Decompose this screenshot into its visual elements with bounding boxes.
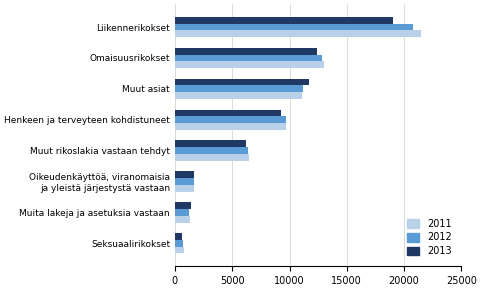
Bar — [175, 48, 316, 55]
Bar — [175, 92, 301, 99]
Bar — [175, 147, 248, 154]
Bar — [175, 202, 191, 209]
Bar — [175, 240, 183, 247]
Bar — [175, 171, 194, 178]
Bar — [175, 140, 245, 147]
Bar — [175, 110, 281, 116]
Bar — [175, 209, 189, 216]
Bar — [175, 23, 412, 30]
Bar — [175, 116, 286, 123]
Bar — [175, 123, 286, 130]
Bar — [175, 185, 194, 192]
Bar — [175, 61, 323, 68]
Bar — [175, 154, 249, 161]
Bar — [175, 79, 308, 86]
Bar — [175, 216, 190, 222]
Bar — [175, 17, 392, 23]
Bar — [175, 247, 184, 253]
Bar — [175, 178, 193, 185]
Bar — [175, 55, 321, 61]
Bar — [175, 86, 302, 92]
Bar — [175, 30, 420, 37]
Legend: 2011, 2012, 2013: 2011, 2012, 2013 — [402, 214, 456, 261]
Bar — [175, 233, 181, 240]
